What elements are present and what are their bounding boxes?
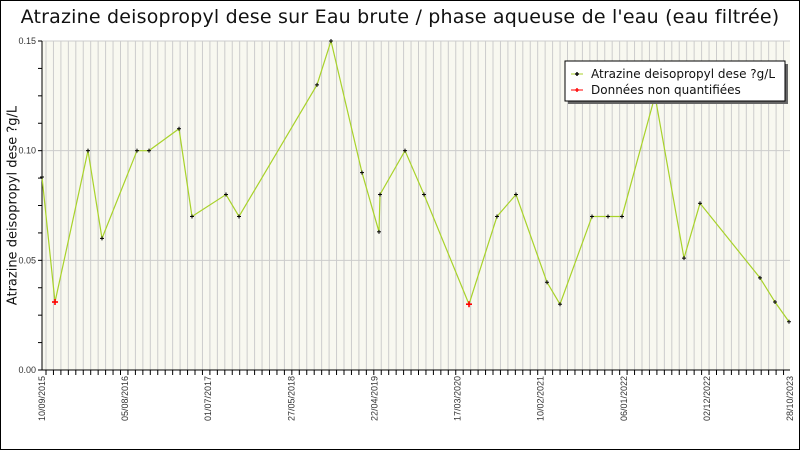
x-tick-label: 02/12/2022 [702, 376, 712, 421]
data-point [403, 148, 407, 153]
y-axis-ticks: 0.00 0.05 0.10 0.15 [18, 36, 42, 375]
legend: Atrazine deisopropyl dese ?g/L Données no… [564, 60, 788, 104]
x-axis-ticks: 10/09/2015 05/08/2016 01/07/2017 27/05/2018… [37, 370, 795, 421]
data-point [190, 214, 194, 219]
non-quantified-point [466, 301, 472, 308]
data-point [100, 236, 104, 241]
legend-label: Données non quantifiées [591, 83, 741, 97]
data-point [86, 148, 90, 153]
non-quantified-point [52, 299, 58, 306]
x-tick-label: 01/07/2017 [203, 376, 213, 421]
chart-title: Atrazine deisopropyl dese sur Eau brute … [20, 6, 780, 28]
data-point [360, 170, 364, 175]
data-point [545, 280, 549, 285]
data-point [590, 214, 594, 219]
data-point [787, 319, 791, 324]
x-tick-label: 17/03/2020 [453, 376, 463, 421]
data-point [682, 256, 686, 261]
data-point [377, 229, 381, 234]
data-point [237, 214, 241, 219]
x-tick-label: 10/09/2015 [37, 376, 47, 421]
legend-box [564, 60, 786, 102]
x-tick-label: 27/05/2018 [286, 376, 296, 421]
y-tick-label: 0.00 [18, 365, 36, 375]
data-point [606, 214, 610, 219]
data-point [758, 275, 762, 280]
data-point [224, 192, 228, 197]
y-tick-label: 0.05 [18, 255, 36, 265]
data-point [495, 214, 499, 219]
data-point [558, 302, 562, 307]
data-point [135, 148, 139, 153]
data-point [422, 192, 426, 197]
legend-label: Atrazine deisopropyl dese ?g/L [591, 67, 775, 81]
data-point [329, 39, 333, 43]
x-tick-label: 06/01/2022 [619, 376, 629, 421]
data-point [378, 192, 382, 197]
y-tick-label: 0.15 [18, 36, 36, 46]
data-point [315, 82, 319, 87]
data-point [698, 201, 702, 206]
x-tick-label: 22/04/2019 [369, 376, 379, 421]
x-tick-label: 28/10/2023 [785, 376, 795, 421]
data-point [40, 174, 44, 179]
x-tick-label: 05/08/2016 [120, 376, 130, 421]
data-point [177, 126, 181, 131]
y-tick-label: 0.10 [18, 146, 36, 156]
legend-item-series: Atrazine deisopropyl dese ?g/L [571, 67, 775, 81]
legend-item-nq: Données non quantifiées [571, 83, 741, 97]
data-point [620, 214, 624, 219]
data-point [773, 300, 777, 305]
data-point [147, 148, 151, 153]
data-point [514, 192, 518, 197]
x-tick-label: 10/02/2021 [536, 376, 546, 421]
